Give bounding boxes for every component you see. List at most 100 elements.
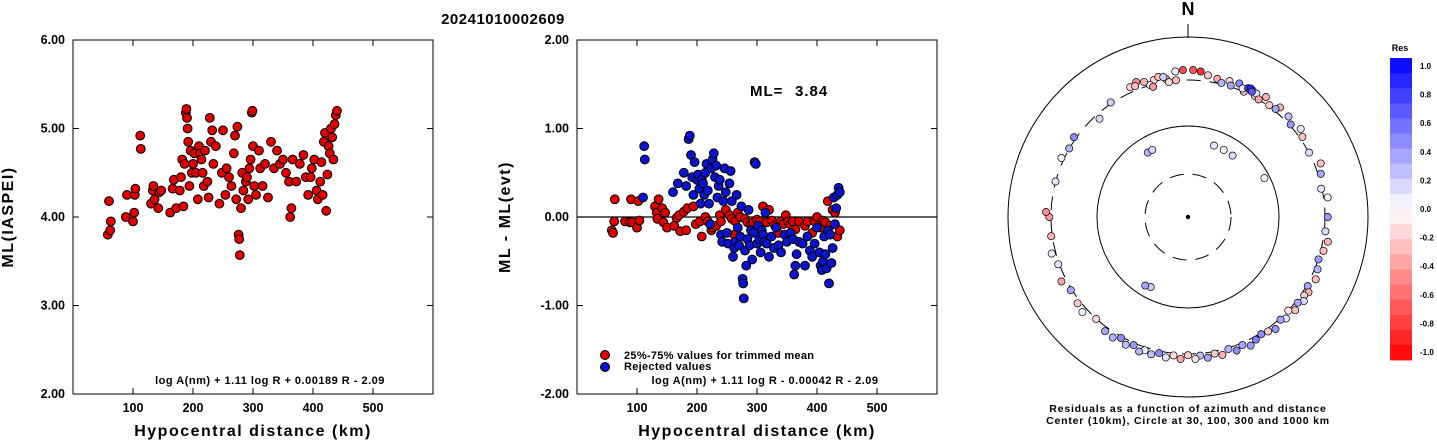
data-point bbox=[204, 113, 215, 123]
data-point bbox=[208, 159, 219, 169]
data-point bbox=[188, 159, 198, 169]
station-residual-point bbox=[1238, 341, 1247, 350]
data-point bbox=[148, 181, 159, 191]
station-residual-point bbox=[1047, 232, 1056, 241]
rejected-point bbox=[797, 238, 808, 249]
station-residual-point bbox=[1316, 169, 1325, 178]
rejected-point bbox=[755, 247, 766, 258]
station-residual-point bbox=[1203, 71, 1212, 80]
left-axes: 100 200 300 400 500 2.00 3.00 4.00 5.00 6.00 bbox=[41, 33, 433, 415]
station-residual-point bbox=[1305, 148, 1314, 157]
rejected-point bbox=[830, 219, 840, 230]
rejected-point bbox=[766, 231, 777, 242]
y-tick-label: 3.00 bbox=[41, 299, 65, 313]
station-residual-point bbox=[1224, 345, 1233, 354]
station-residual-point bbox=[1254, 95, 1263, 104]
data-point bbox=[263, 192, 273, 203]
middle-y-axis-label: ML - ML(evt) bbox=[497, 161, 514, 273]
y-tick-label: -2.00 bbox=[541, 387, 570, 401]
station-residual-point bbox=[1314, 255, 1323, 264]
station-residual-point bbox=[1271, 104, 1280, 113]
rejected-point bbox=[827, 243, 838, 253]
x-tick-label: 300 bbox=[243, 401, 264, 415]
middle-points bbox=[606, 130, 845, 304]
rejected-point bbox=[708, 148, 719, 159]
station-residual-point bbox=[1147, 350, 1156, 359]
colorbar-cell bbox=[1390, 299, 1412, 316]
data-point bbox=[182, 123, 193, 134]
x-tick-label: 400 bbox=[807, 401, 828, 415]
station-residual-point bbox=[1264, 327, 1273, 336]
rejected-point bbox=[834, 187, 845, 198]
circle-30km bbox=[1144, 173, 1232, 261]
data-point bbox=[207, 125, 218, 136]
data-point bbox=[696, 231, 707, 242]
figure-title: 20241010002609 bbox=[441, 11, 565, 28]
station-residual-point bbox=[1317, 184, 1326, 193]
data-point bbox=[681, 225, 692, 236]
data-point bbox=[228, 148, 239, 159]
station-residual-point bbox=[1129, 341, 1138, 350]
station-residual-point bbox=[1117, 333, 1125, 342]
data-point bbox=[181, 104, 192, 114]
data-point bbox=[257, 181, 268, 191]
station-residual-point bbox=[1135, 347, 1144, 356]
station-residual-point bbox=[1296, 124, 1305, 133]
data-point bbox=[321, 205, 332, 216]
station-residual-point bbox=[1178, 66, 1187, 75]
station-residual-point bbox=[1257, 330, 1266, 339]
station-residual-point bbox=[1131, 82, 1140, 91]
data-point bbox=[315, 176, 326, 187]
data-point bbox=[178, 201, 189, 212]
data-point bbox=[272, 145, 282, 156]
data-point bbox=[231, 194, 242, 205]
rejected-point bbox=[760, 207, 771, 218]
rejected-point bbox=[638, 192, 648, 203]
colorbar-cell bbox=[1390, 344, 1412, 361]
data-point bbox=[202, 176, 213, 187]
data-point bbox=[266, 136, 276, 147]
data-point bbox=[303, 190, 314, 200]
station-residual-point bbox=[1261, 93, 1270, 101]
rejected-point bbox=[718, 196, 729, 207]
rejected-point bbox=[702, 185, 713, 196]
data-point bbox=[130, 183, 141, 194]
data-point bbox=[183, 136, 194, 147]
station-residual-point bbox=[1313, 265, 1322, 274]
station-residual-point bbox=[1286, 120, 1295, 129]
data-point bbox=[221, 163, 232, 174]
station-residual-point bbox=[1042, 208, 1050, 216]
data-point bbox=[105, 216, 116, 227]
y-tick-label: 1.00 bbox=[545, 122, 569, 136]
circle-1000km bbox=[1007, 36, 1369, 398]
data-point bbox=[247, 105, 258, 116]
station-residual-point bbox=[1155, 349, 1164, 358]
rejected-point bbox=[776, 247, 786, 258]
station-residual-point bbox=[1189, 66, 1198, 75]
station-residual-point bbox=[1271, 325, 1280, 333]
station-residual-point bbox=[1232, 346, 1241, 355]
y-tick-label: 6.00 bbox=[41, 33, 65, 47]
polar-points bbox=[1042, 66, 1332, 363]
rejected-point bbox=[698, 178, 708, 189]
station-residual-point bbox=[1226, 81, 1235, 90]
rejected-point bbox=[743, 205, 754, 215]
rejected-point bbox=[820, 249, 831, 260]
station-residual-point bbox=[1210, 141, 1218, 150]
station-residual-point bbox=[1323, 213, 1332, 221]
data-point bbox=[128, 216, 138, 227]
data-point bbox=[224, 172, 234, 183]
data-point bbox=[135, 130, 146, 141]
rejected-point bbox=[725, 166, 736, 176]
north-label: N bbox=[1182, 0, 1195, 19]
residual-vs-distance-chart: 100 200 300 400 500 -2.00 -1.00 0.00 1.00 2.00 Hy… bbox=[497, 33, 938, 440]
station-residual-point bbox=[1293, 298, 1302, 307]
rejected-point bbox=[824, 278, 834, 289]
left-points bbox=[102, 104, 342, 261]
rejected-point bbox=[789, 269, 800, 280]
rejected-point bbox=[790, 260, 801, 271]
data-point bbox=[220, 190, 231, 200]
data-point bbox=[197, 167, 208, 178]
middle-axes: 100 200 300 400 500 -2.00 -1.00 0.00 1.00 2.00 bbox=[541, 33, 937, 415]
residual-colorbar: Res 1.0 0.8 0.6 0.4 0.2 0.0 -0.2 -0.4 -0.6 -0.8 -1… bbox=[1390, 43, 1434, 361]
